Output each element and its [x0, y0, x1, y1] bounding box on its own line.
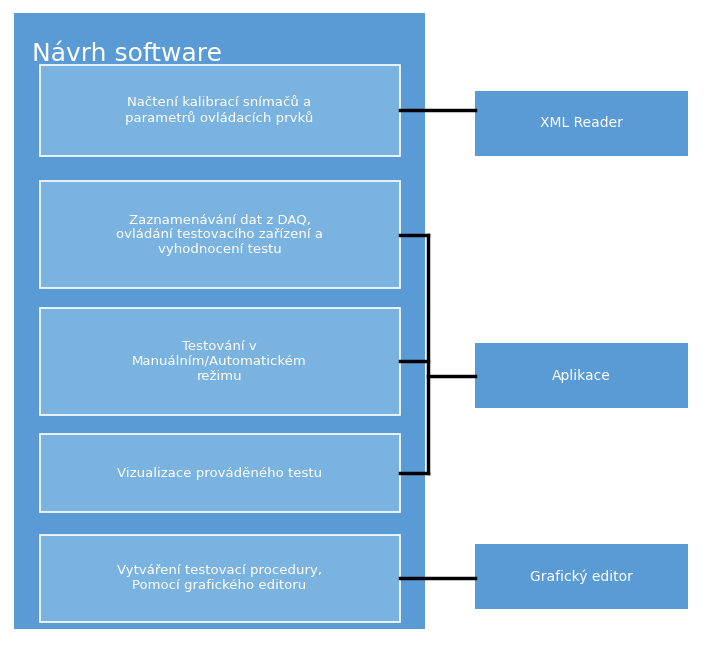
Text: Grafický editor: Grafický editor [530, 570, 633, 584]
Text: Aplikace: Aplikace [552, 369, 611, 383]
Text: Návrh software: Návrh software [32, 42, 222, 66]
Bar [40, 308, 400, 415]
Bar [40, 65, 400, 156]
Bar [14, 13, 425, 629]
Bar [475, 544, 688, 609]
Bar [475, 343, 688, 408]
Bar [40, 535, 400, 622]
Text: XML Reader: XML Reader [540, 116, 623, 130]
Text: Vizualizace prováděného testu: Vizualizace prováděného testu [117, 467, 322, 480]
Bar [40, 434, 400, 512]
Text: Zaznamenávání dat z DAQ,
ovládání testovacího zařízení a
vyhodnocení testu: Zaznamenávání dat z DAQ, ovládání testov… [116, 213, 323, 257]
Bar [475, 91, 688, 156]
Bar [40, 181, 400, 288]
Text: Vytváření testovací procedury,
Pomocí grafického editoru: Vytváření testovací procedury, Pomocí gr… [117, 564, 322, 592]
Text: Testování v
Manuálním/Automatickém
režimu: Testování v Manuálním/Automatickém režim… [132, 340, 307, 383]
Text: Načtení kalibrací snímačů a
parametrů ovládacích prvků: Načtení kalibrací snímačů a parametrů ov… [125, 95, 314, 125]
